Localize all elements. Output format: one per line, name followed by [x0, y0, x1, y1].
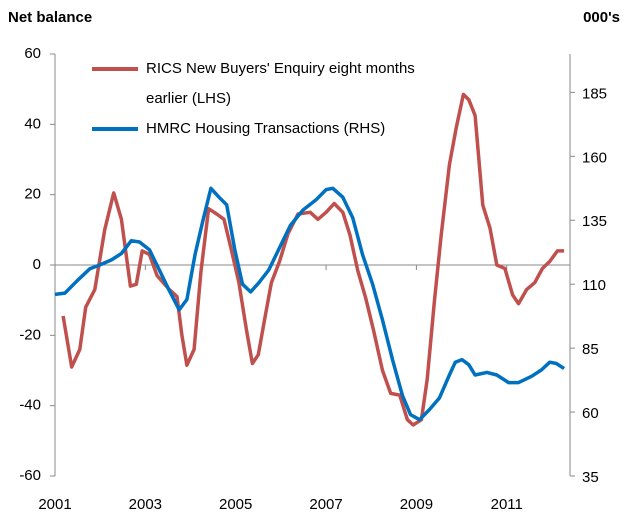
y-tick-label: 20 — [24, 186, 41, 203]
y-tick-label: 0 — [33, 256, 41, 273]
x-tick-label: 2011 — [491, 496, 523, 513]
x-tick-label: 2001 — [38, 496, 71, 513]
y-tick-label: 40 — [24, 115, 41, 132]
y-tick-label: 60 — [24, 45, 41, 62]
y2-tick-label: 135 — [582, 213, 607, 230]
legend-swatch — [92, 67, 138, 71]
y2-axis-title: 000's — [583, 9, 620, 26]
y2-tick-label: 60 — [582, 405, 599, 422]
x-tick-label: 2005 — [219, 496, 252, 513]
x-tick-label: 2003 — [129, 496, 162, 513]
line-series — [61, 92, 565, 427]
legend: RICS New Buyers' Enquiry eight months ea… — [92, 54, 472, 144]
legend-label: RICS New Buyers' Enquiry eight months ea… — [146, 60, 415, 107]
x-tick-label: 2007 — [309, 496, 342, 513]
legend-label: HMRC Housing Transactions (RHS) — [146, 120, 386, 137]
legend-item: RICS New Buyers' Enquiry eight months ea… — [92, 54, 472, 114]
y-axis-title: Net balance — [8, 9, 92, 26]
line-series — [54, 186, 566, 422]
y-tick-label: -20 — [19, 326, 41, 343]
y-tick-label: -60 — [19, 467, 41, 484]
legend-item: HMRC Housing Transactions (RHS) — [92, 114, 472, 144]
y2-tick-label: 185 — [582, 85, 607, 102]
y2-tick-label: 160 — [582, 149, 607, 166]
y2-tick-label: 110 — [582, 277, 606, 294]
y2-tick-label: 85 — [582, 341, 599, 358]
legend-swatch — [92, 127, 138, 131]
y2-tick-label: 35 — [582, 469, 599, 486]
x-tick-label: 2009 — [400, 496, 433, 513]
y-tick-label: -40 — [19, 397, 41, 414]
